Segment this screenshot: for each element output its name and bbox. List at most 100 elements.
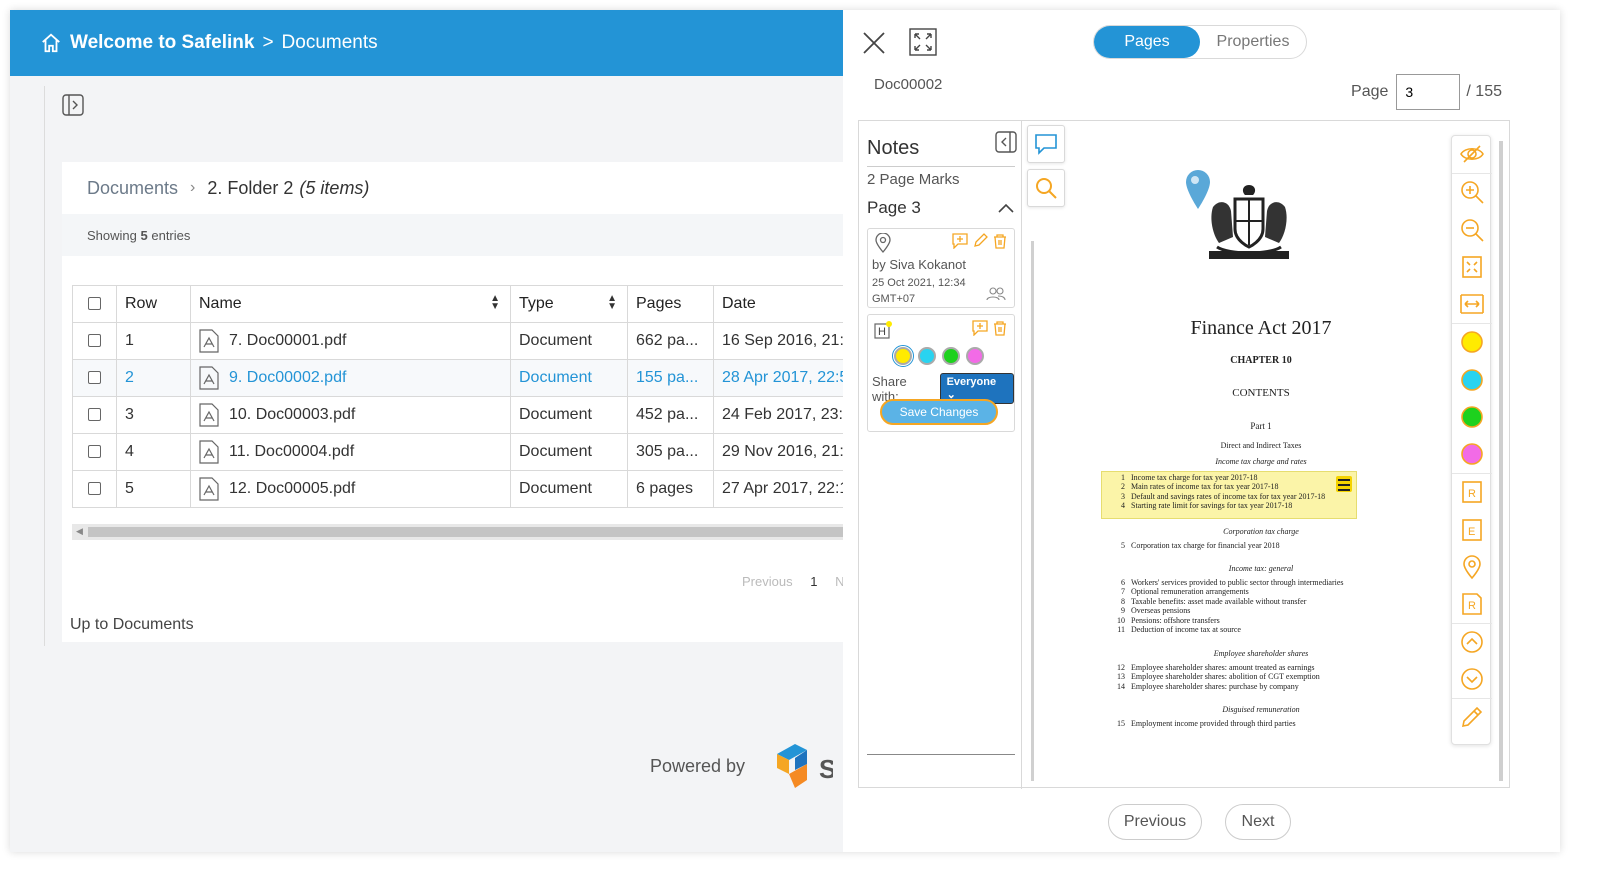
toc-item-text: Default and savings rates of income tax … [1131, 491, 1326, 501]
scroll-left-icon[interactable]: ◀ [76, 526, 83, 536]
chevron-up-icon[interactable] [997, 202, 1015, 214]
zoom-in-button[interactable] [1452, 174, 1492, 212]
delete-icon[interactable] [992, 320, 1008, 336]
notes-scrollbar[interactable] [1031, 241, 1034, 781]
scroll-up-button[interactable] [1452, 624, 1492, 662]
table-row[interactable]: 4 11. Doc00004.pdf Document 305 pa... 29… [72, 433, 853, 471]
file-name-cell[interactable]: 9. Doc00002.pdf [190, 359, 511, 397]
toc-item: 2 Main rates of income tax for tax year 2… [1111, 482, 1401, 491]
row-checkbox[interactable] [88, 408, 101, 422]
column-type[interactable]: Type ▲ ▼ [510, 285, 628, 323]
file-name-cell[interactable]: 10. Doc00003.pdf [190, 396, 511, 434]
swatch-pink[interactable] [966, 347, 984, 365]
table-row[interactable]: 3 10. Doc00003.pdf Document 452 pa... 24… [72, 396, 853, 434]
table-row[interactable]: 5 12. Doc00005.pdf Document 6 pages 27 A… [72, 470, 853, 508]
pencil-icon [1461, 707, 1483, 728]
row-number: 4 [116, 433, 191, 471]
column-pages[interactable]: Pages [627, 285, 714, 323]
draw-button[interactable] [1452, 699, 1492, 737]
sort-icon[interactable]: ▲ ▼ [490, 293, 500, 312]
select-all-checkbox[interactable] [88, 297, 101, 311]
scroll-down-button[interactable] [1452, 661, 1492, 699]
page-scrollbar[interactable] [1499, 141, 1503, 781]
previous-page-button[interactable]: Previous [1108, 804, 1202, 840]
safelink-logo-icon: S [777, 744, 833, 788]
next-page-button[interactable]: Next [1225, 804, 1291, 840]
home-icon[interactable] [40, 32, 62, 54]
zoom-out-button[interactable] [1452, 211, 1492, 249]
viewer-tabs: Pages Properties [1093, 25, 1307, 59]
row-checkbox[interactable] [88, 371, 101, 385]
highlight-menu-icon[interactable] [1336, 476, 1352, 492]
page-chapter: CHAPTER 10 [1230, 355, 1292, 366]
pager-next[interactable]: N [835, 574, 845, 589]
swatch-cyan[interactable] [918, 347, 936, 365]
redact-button[interactable]: R [1452, 474, 1492, 512]
file-name[interactable]: 12. Doc00005.pdf [229, 480, 356, 498]
close-icon[interactable] [861, 30, 887, 56]
page-number-input[interactable] [1396, 74, 1461, 110]
yellow-highlight-button[interactable] [1452, 324, 1492, 362]
toc-item-text: Main rates of income tax for tax year 20… [1131, 482, 1279, 492]
erase-button[interactable]: E [1452, 511, 1492, 549]
add-pin-button[interactable] [1452, 549, 1492, 587]
highlight-note-card[interactable]: H Share with: Everyone ⌄ [867, 314, 1015, 432]
column-row[interactable]: Row [116, 285, 191, 323]
add-comment-icon[interactable] [972, 320, 988, 336]
sort-icon[interactable]: ▲ ▼ [607, 293, 617, 312]
pin-note-card[interactable]: by Siva Kokanot 25 Oct 2021, 12:34 GMT+0… [867, 228, 1015, 308]
column-date[interactable]: Date [713, 285, 853, 323]
search-button[interactable] [1027, 169, 1065, 207]
file-name[interactable]: 11. Doc00004.pdf [229, 443, 355, 461]
file-name[interactable]: 9. Doc00002.pdf [229, 369, 347, 387]
expand-sidebar-icon[interactable] [62, 94, 84, 116]
cyan-highlight-button[interactable] [1452, 361, 1492, 399]
column-name[interactable]: Name ▲ ▼ [190, 285, 511, 323]
redact-page-button[interactable]: R [1452, 586, 1492, 624]
toc-item: 12 Employee shareholder shares: amount tr… [1111, 663, 1401, 672]
tab-pages[interactable]: Pages [1094, 26, 1200, 58]
up-to-documents-link[interactable]: Up to Documents [70, 616, 194, 633]
horizontal-scrollbar[interactable]: ◀ [72, 524, 858, 540]
tab-properties[interactable]: Properties [1216, 33, 1290, 50]
file-name-cell[interactable]: 11. Doc00004.pdf [190, 433, 511, 471]
toc-item-text: Optional remuneration arrangements [1131, 587, 1249, 597]
save-changes-button[interactable]: Save Changes [880, 399, 998, 425]
green-highlight-button[interactable] [1452, 399, 1492, 437]
edit-icon[interactable] [972, 233, 988, 249]
fit-page-button[interactable] [1452, 249, 1492, 287]
pager-page-1[interactable]: 1 [810, 574, 818, 589]
green-highlight-icon [1461, 406, 1483, 429]
map-pin-icon[interactable] [1185, 169, 1211, 209]
row-checkbox[interactable] [88, 334, 101, 348]
note-actions [952, 233, 1008, 249]
delete-icon[interactable] [992, 233, 1008, 249]
swatch-green[interactable] [942, 347, 960, 365]
fit-width-button[interactable] [1452, 286, 1492, 324]
file-name-cell[interactable]: 7. Doc00001.pdf [190, 322, 511, 360]
row-select-cell [72, 396, 117, 434]
pager-previous[interactable]: Previous [742, 574, 793, 589]
home-link[interactable]: Welcome to Safelink [70, 32, 255, 53]
file-name-cell[interactable]: 12. Doc00005.pdf [190, 470, 511, 508]
scrollbar-thumb[interactable] [88, 527, 858, 537]
row-checkbox[interactable] [88, 482, 101, 496]
pink-highlight-button[interactable] [1452, 436, 1492, 474]
highlight-region[interactable] [1101, 471, 1357, 519]
file-name[interactable]: 10. Doc00003.pdf [229, 406, 356, 424]
add-comment-icon[interactable] [952, 233, 968, 249]
fullscreen-icon[interactable] [909, 28, 937, 56]
table-row[interactable]: 2 9. Doc00002.pdf Document 155 pa... 28 … [72, 359, 853, 397]
document-name: Doc00002 [874, 76, 943, 93]
swatch-yellow[interactable] [892, 345, 914, 367]
row-checkbox[interactable] [88, 445, 101, 459]
collapse-notes-icon[interactable] [995, 131, 1017, 153]
table-row[interactable]: 1 7. Doc00001.pdf Document 662 pa... 16 … [72, 322, 853, 360]
comments-button[interactable] [1027, 125, 1065, 163]
toggle-annotations-button[interactable] [1452, 136, 1492, 174]
breadcrumb-documents[interactable]: Documents [87, 177, 179, 198]
documents-table: Row Name ▲ ▼ Type ▲ ▼ Pages Date 1 7. Doc000… [72, 285, 853, 508]
page-group-header[interactable]: Page 3 [867, 198, 1015, 218]
file-name[interactable]: 7. Doc00001.pdf [229, 332, 347, 350]
date-cell: 16 Sep 2016, 21:20 [713, 322, 853, 360]
